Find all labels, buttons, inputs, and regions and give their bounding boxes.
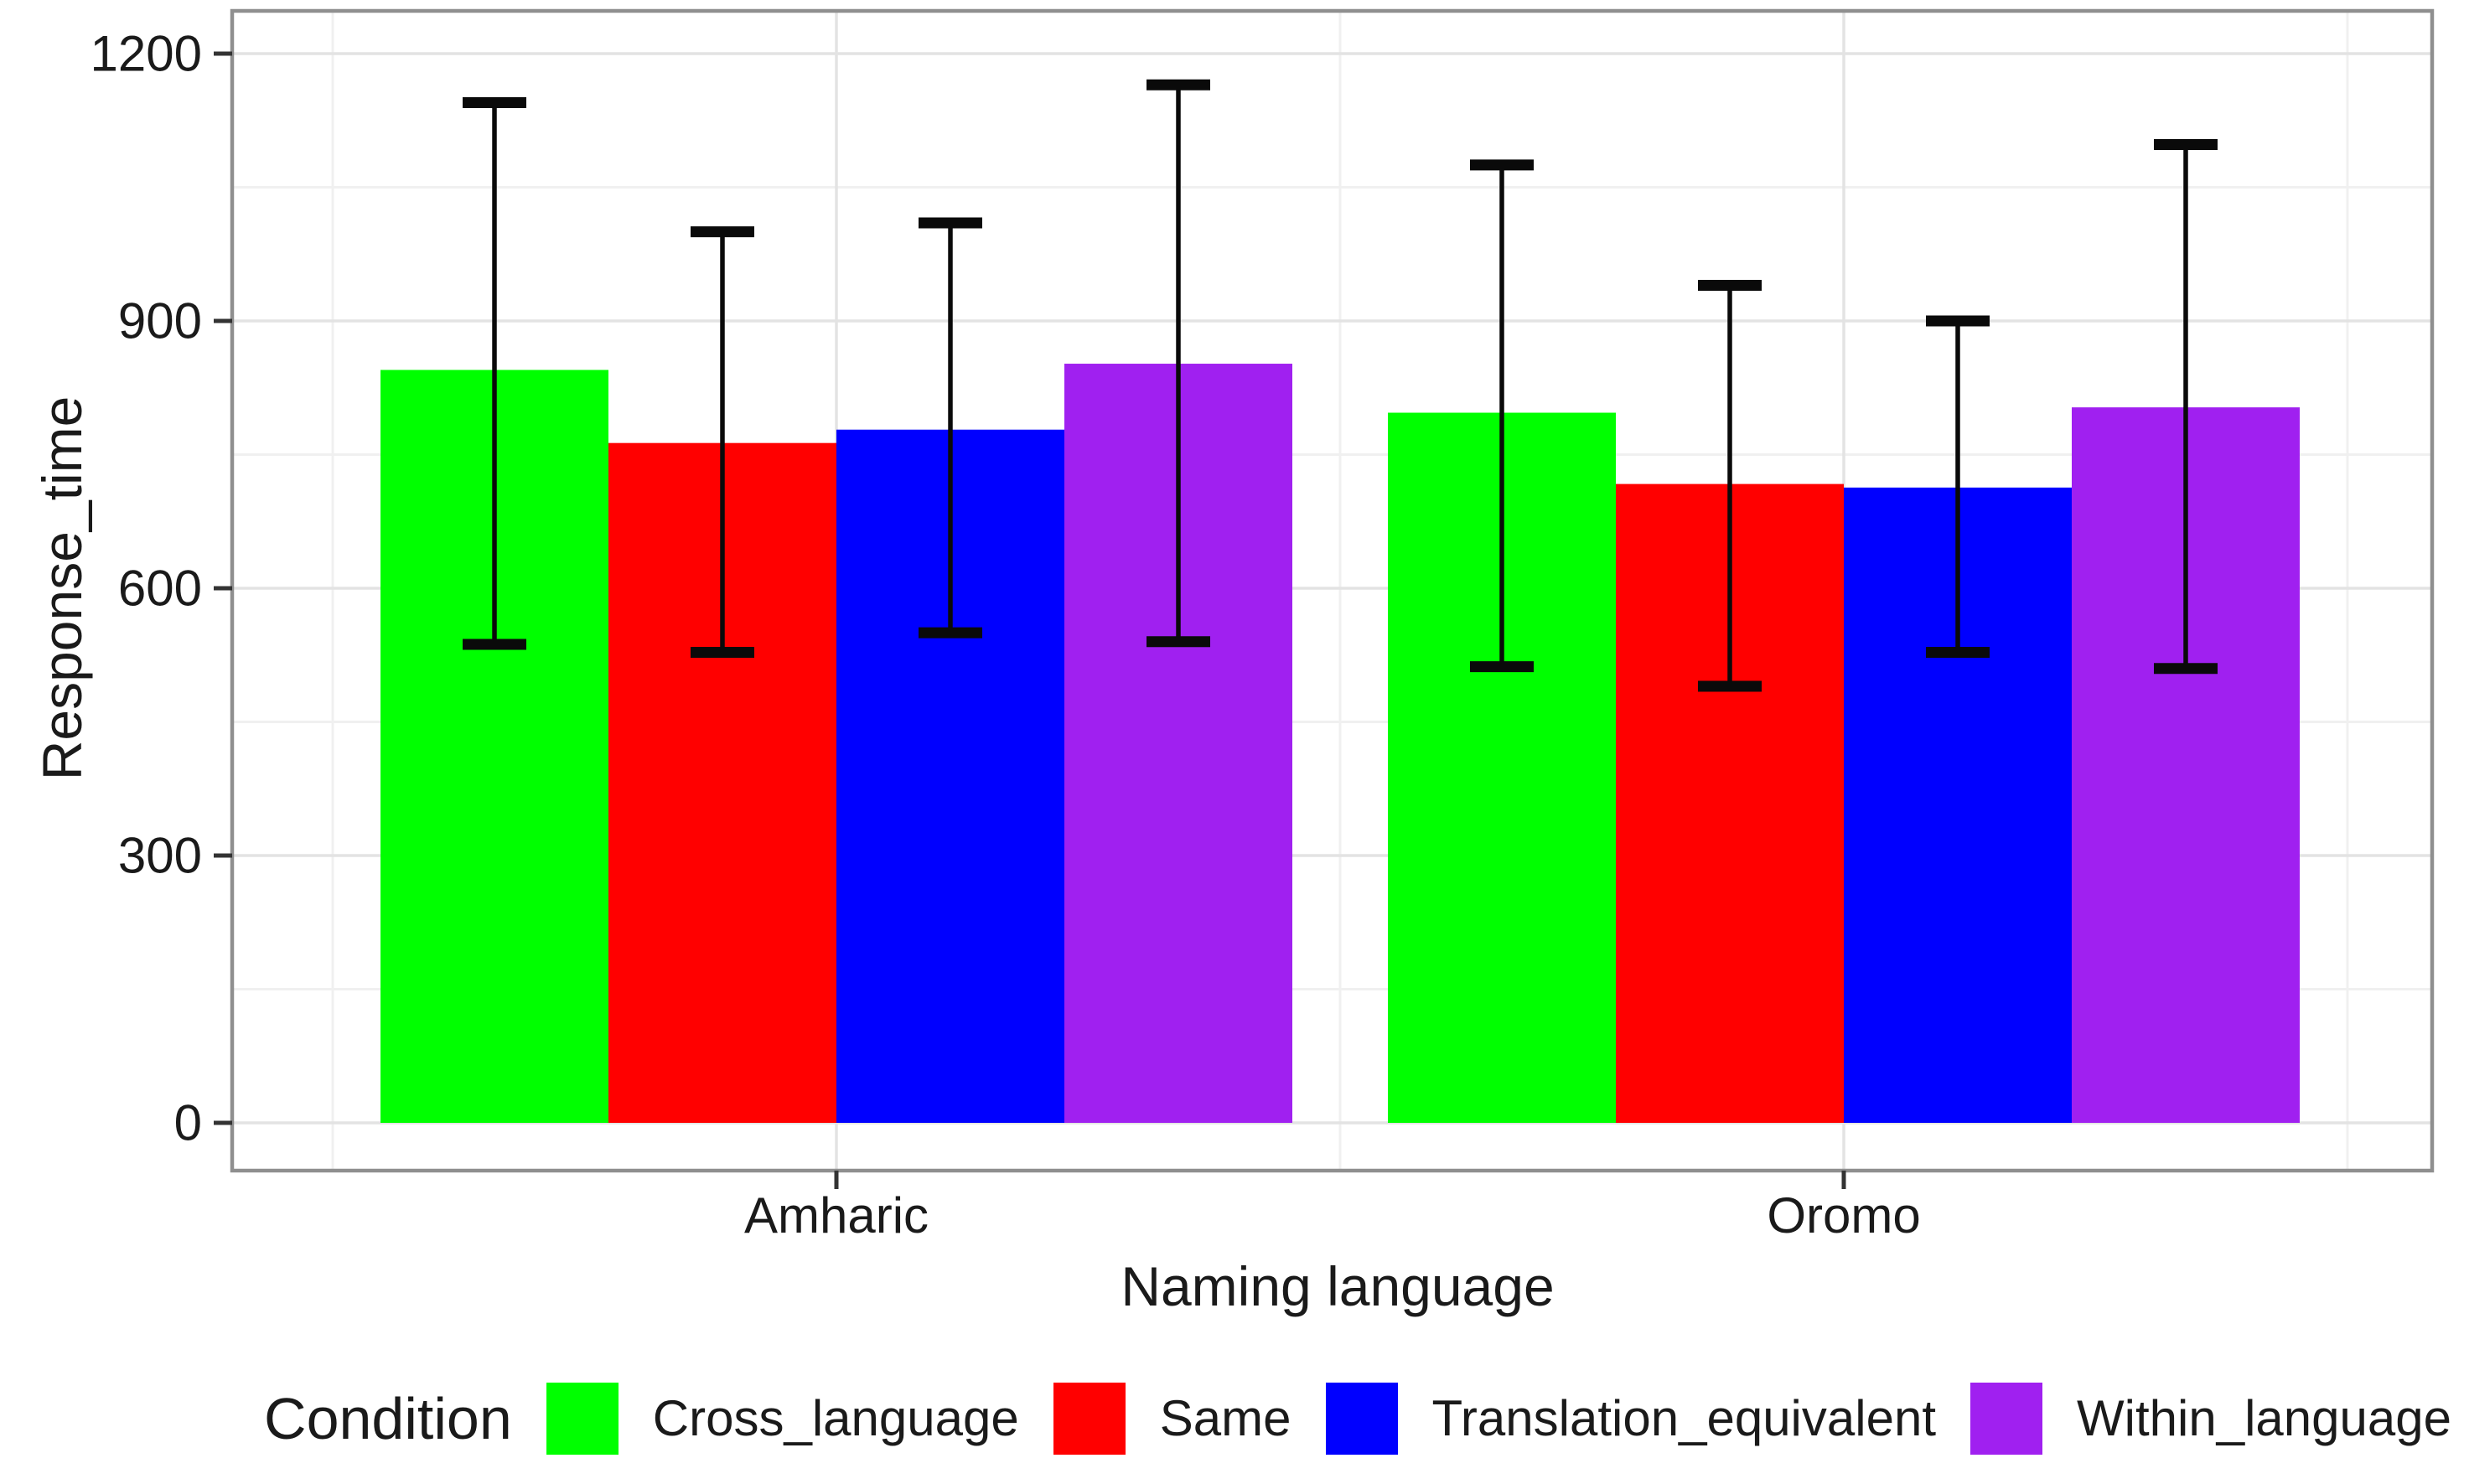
legend-key-same — [1053, 1382, 1126, 1455]
y-tick-label: 300 — [118, 828, 202, 884]
axis-tick-labels: 0 300 600 900 1200 Amharic Oromo — [91, 26, 1921, 1244]
legend-key-translation_equivalent — [1325, 1382, 1398, 1455]
legend-label-same: Same — [1159, 1390, 1291, 1446]
legend-label-translation_equivalent: Translation_equivalent — [1431, 1390, 1937, 1446]
bar-chart-svg: 0 300 600 900 1200 Amharic Oromo Response_time… — [31, 8, 2435, 1317]
legend: Condition Cross_language Same Translation_… — [246, 1357, 2469, 1479]
y-tick-label: 900 — [118, 293, 202, 349]
legend-key-cross_language — [546, 1382, 619, 1455]
x-axis-title: Naming language — [1121, 1255, 1554, 1317]
x-tick-label-amharic: Amharic — [744, 1187, 929, 1244]
legend-label-within_language: Within_language — [2077, 1390, 2451, 1446]
legend-title: Condition — [264, 1385, 512, 1451]
error-bars-group — [463, 79, 2218, 692]
legend-key-within_language — [1970, 1382, 2042, 1455]
y-tick-label: 1200 — [91, 26, 202, 82]
y-tick-label: 0 — [174, 1095, 202, 1151]
panel-border — [230, 8, 2435, 1173]
legend-label-cross_language: Cross_language — [652, 1390, 1019, 1446]
y-tick-label: 600 — [118, 561, 202, 617]
axis-ticks — [214, 51, 1846, 1189]
y-axis-title: Response_time — [31, 396, 93, 781]
x-tick-label-oromo: Oromo — [1767, 1187, 1920, 1244]
